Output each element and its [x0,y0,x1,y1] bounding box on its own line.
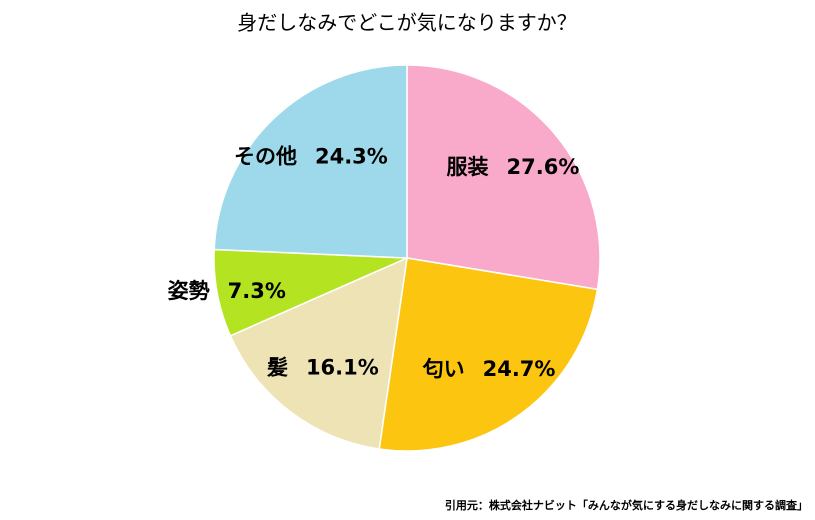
value-label: 24.7% [483,357,556,381]
value-label: 27.6% [507,155,580,179]
slice-label: その他 24.3% [234,145,388,169]
source-note: 引用元：株式会社ナビット「みんなが気にする身だしなみに関する調査」 [445,498,808,512]
pie-slice [406,64,601,291]
pie-slice [213,64,408,259]
pie-slice [229,256,408,450]
slice-label: 姿勢 7.3% [168,279,286,303]
slice-label: 髪 16.1% [266,356,379,380]
value-label: 24.3% [315,145,388,169]
slice-label: 服装 27.6% [447,155,580,179]
slice-label: 匂い 24.7% [422,357,556,381]
category-label: その他 [234,145,297,169]
category-label: 匂い [422,357,465,381]
category-label: 服装 [447,155,489,179]
category-label: 髪 [266,356,288,380]
pie-slice [378,257,599,452]
category-label: 姿勢 [168,279,210,303]
value-label: 16.1% [306,356,379,380]
chart-title: 身だしなみでどこが気になりますか？ [237,11,576,35]
value-label: 7.3% [228,279,286,303]
